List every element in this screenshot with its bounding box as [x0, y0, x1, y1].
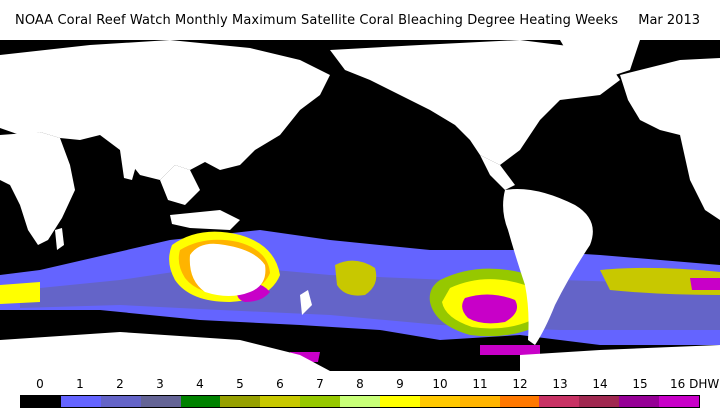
land-africa-east — [680, 135, 720, 220]
legend-labels: 0 1 2 3 4 5 6 7 8 9 10 11 12 13 14 15 16 DHW — [0, 377, 720, 393]
land-antarctica — [0, 332, 330, 371]
land-central-america — [480, 155, 515, 190]
dhw-map — [0, 40, 720, 371]
legend-label-9: 9 — [396, 377, 404, 391]
land-antarctica-east — [520, 345, 720, 371]
legend-label-5: 5 — [236, 377, 244, 391]
legend-swatch-4 — [180, 396, 221, 407]
legend-label-11: 11 — [472, 377, 488, 391]
legend-label-12: 12 — [512, 377, 528, 391]
legend-swatch-11 — [459, 396, 500, 407]
legend-swatch-0 — [21, 396, 61, 407]
legend-label-10: 10 — [432, 377, 448, 391]
title-bar: NOAA Coral Reef Watch Monthly Maximum Sa… — [0, 0, 720, 40]
land — [0, 40, 720, 371]
land-north-america — [330, 40, 620, 165]
land-japan — [255, 95, 272, 132]
dhw-patch-cpac — [335, 260, 377, 296]
legend-label-16: 16 DHW — [670, 377, 720, 391]
legend-swatch-7 — [300, 396, 340, 407]
legend-label-1: 1 — [76, 377, 84, 391]
dhw-patch-pac-magenta — [462, 294, 518, 324]
legend-label-8: 8 — [356, 377, 364, 391]
legend-swatch-15 — [619, 396, 659, 407]
legend-label-0: 0 — [36, 377, 44, 391]
land-indonesia — [170, 210, 240, 230]
legend-swatch-3 — [140, 396, 181, 407]
legend-swatch-1 — [60, 396, 101, 407]
dhw-patch-atl-magenta — [690, 278, 720, 290]
land-australia — [189, 243, 266, 296]
land-india — [120, 150, 140, 180]
legend-swatch-8 — [340, 396, 380, 407]
legend-color-bar — [20, 395, 700, 408]
legend-label-13: 13 — [552, 377, 568, 391]
legend-swatch-6 — [260, 396, 301, 407]
land-eurasia-west — [0, 40, 330, 180]
map-date: Mar 2013 — [638, 13, 700, 28]
legend-label-14: 14 — [592, 377, 608, 391]
map-title: NOAA Coral Reef Watch Monthly Maximum Sa… — [15, 13, 619, 28]
legend-swatch-14 — [579, 396, 620, 407]
dhw-patch-ind-yellow — [0, 282, 40, 304]
land-new-zealand — [300, 290, 312, 315]
legend-swatch-9 — [379, 396, 420, 407]
legend-label-6: 6 — [276, 377, 284, 391]
land-greenland — [560, 40, 640, 80]
legend-label-15: 15 — [632, 377, 648, 391]
legend-swatch-13 — [539, 396, 580, 407]
land-madagascar — [55, 228, 64, 250]
land-europe-east — [620, 58, 720, 150]
land-africa — [0, 132, 75, 245]
world-map-svg — [0, 40, 720, 371]
legend-swatch-2 — [100, 396, 141, 407]
land-se-asia — [160, 165, 200, 205]
legend-label-4: 4 — [196, 377, 204, 391]
legend-swatch-16 — [659, 396, 699, 407]
legend-swatch-12 — [499, 396, 540, 407]
legend-label-2: 2 — [116, 377, 124, 391]
legend-swatch-5 — [220, 396, 261, 407]
legend-label-7: 7 — [316, 377, 324, 391]
dhw-patch-sa-band — [480, 345, 540, 355]
legend-swatch-10 — [419, 396, 460, 407]
land-south-america — [503, 189, 593, 345]
dhw-patch-atl-yellow — [600, 267, 720, 295]
legend-label-3: 3 — [156, 377, 164, 391]
